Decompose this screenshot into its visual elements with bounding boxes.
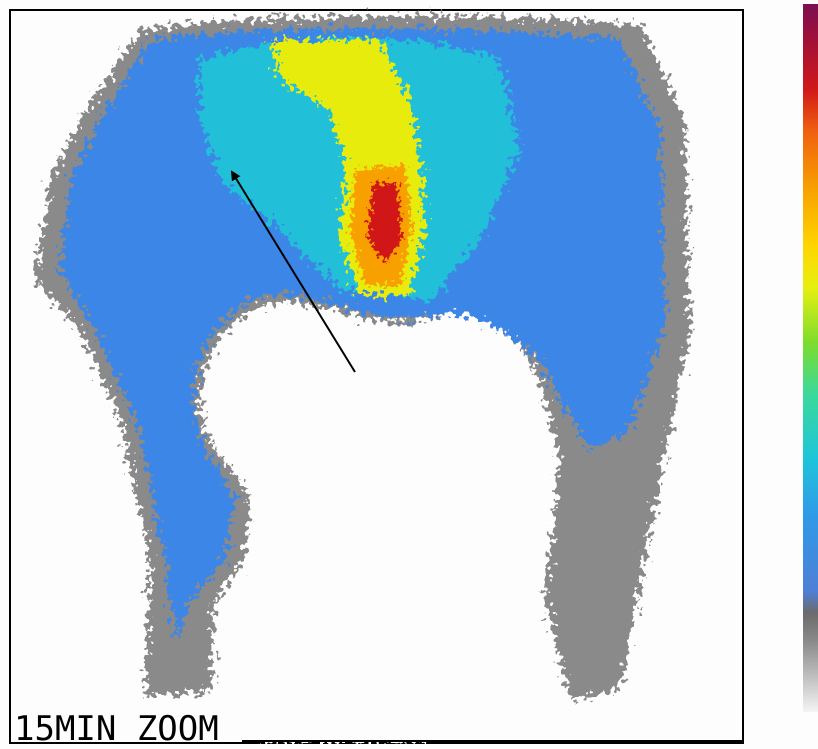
region-mid [60, 28, 665, 640]
hotspot [350, 165, 412, 285]
scan-label: 15MIN ZOOM [14, 709, 219, 749]
label-background [12, 708, 240, 742]
region-max-core [368, 182, 402, 262]
hole [210, 330, 545, 742]
color-scale [803, 4, 818, 712]
pointer-arrow [230, 170, 356, 373]
